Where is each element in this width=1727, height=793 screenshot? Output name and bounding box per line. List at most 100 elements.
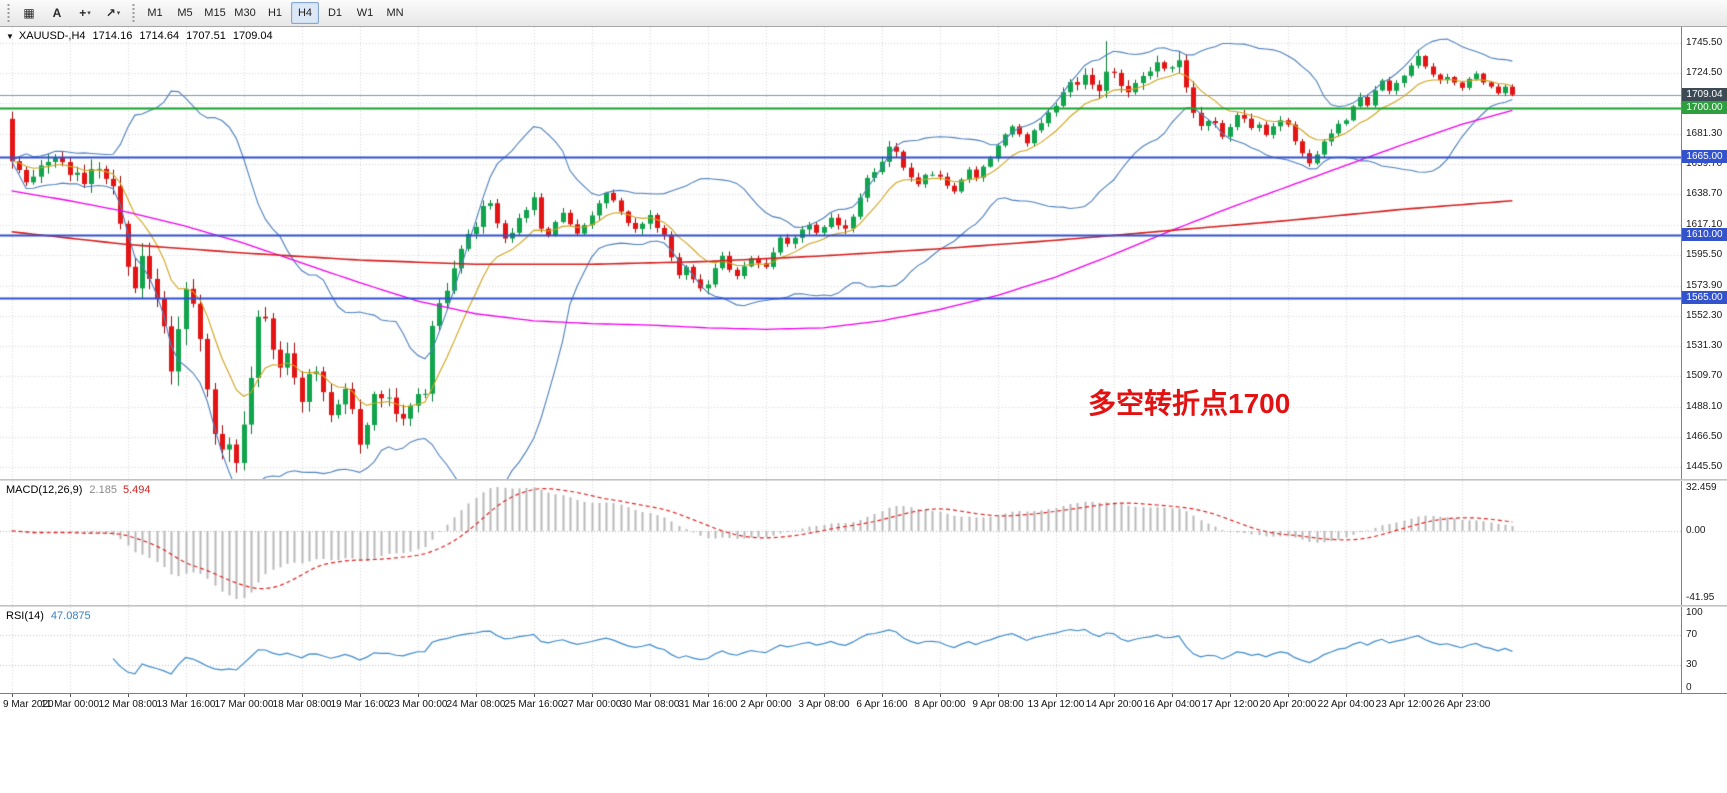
timeframe-button-m15[interactable]: M15 bbox=[204, 7, 226, 19]
main-chart-canvas[interactable] bbox=[0, 27, 1682, 479]
price-tick-label: 1595.50 bbox=[1686, 249, 1723, 261]
text-label-tool-button[interactable]: A bbox=[52, 6, 62, 20]
time-axis-label: 18 Mar 08:00 bbox=[272, 699, 332, 710]
macd-scale[interactable]: 32.459 0.00 -41.95 bbox=[1681, 481, 1727, 605]
time-axis[interactable]: 9 Mar 2020 11 Mar 00:00 12 Mar 08:00 13 Mar… bbox=[0, 693, 1727, 715]
crosshair-tool-button[interactable]: + ▾ bbox=[79, 6, 91, 20]
splitter-macd-rsi[interactable] bbox=[0, 605, 1727, 607]
time-axis-label: 3 Apr 08:00 bbox=[798, 699, 850, 710]
time-tick bbox=[128, 694, 129, 697]
macd-axis-label: -41.95 bbox=[1686, 592, 1715, 603]
time-tick bbox=[360, 694, 361, 697]
time-tick bbox=[70, 694, 71, 697]
price-scale[interactable]: 1745.501724.501703.401681.301659.701638.… bbox=[1681, 27, 1727, 479]
time-axis-label: 27 Mar 00:00 bbox=[562, 699, 622, 710]
timeframe-button-m5[interactable]: M5 bbox=[177, 7, 193, 19]
price-tick-label: 1445.50 bbox=[1686, 460, 1723, 472]
time-tick bbox=[418, 694, 419, 697]
macd-title: MACD(12,26,9) 2.185 5.494 bbox=[6, 484, 150, 496]
timeframes-group: M1 M5 M15 M30 H1 H4 D1 W1 MN bbox=[140, 2, 410, 24]
macd-panel: 32.459 0.00 -41.95 MACD(12,26,9) 2.185 5.494 bbox=[0, 481, 1727, 605]
price-tick-label: 1466.50 bbox=[1686, 431, 1723, 443]
level-1610-badge: 1610.00 bbox=[1682, 227, 1727, 241]
chart-annotation: 多空转折点1700 bbox=[1088, 388, 1291, 419]
price-tick-label: 1509.70 bbox=[1686, 370, 1723, 382]
time-axis-label: 23 Apr 12:00 bbox=[1375, 699, 1433, 710]
price-tick-label: 1488.10 bbox=[1686, 400, 1723, 412]
time-tick bbox=[824, 694, 825, 697]
time-axis-label: 24 Mar 08:00 bbox=[446, 699, 506, 710]
timeframe-button-mn[interactable]: MN bbox=[386, 7, 404, 19]
time-axis-label: 17 Mar 00:00 bbox=[214, 699, 274, 710]
open-value: 1714.16 bbox=[92, 30, 133, 42]
chart-window-button[interactable]: ▦ bbox=[23, 6, 35, 20]
time-tick bbox=[592, 694, 593, 697]
rsi-canvas[interactable] bbox=[0, 607, 1682, 693]
trendline-tool-button[interactable]: ↗ ▾ bbox=[105, 6, 121, 20]
level-1565-badge: 1565.00 bbox=[1682, 291, 1727, 305]
toolbar-grip-2[interactable] bbox=[131, 4, 136, 22]
macd-canvas[interactable] bbox=[0, 481, 1682, 605]
level-1665-badge: 1665.00 bbox=[1682, 149, 1727, 163]
macd-label: MACD(12,26,9) bbox=[6, 484, 83, 496]
time-tick bbox=[882, 694, 883, 697]
time-tick bbox=[1346, 694, 1347, 697]
time-axis-label: 14 Apr 20:00 bbox=[1085, 699, 1143, 710]
time-axis-label: 6 Apr 16:00 bbox=[856, 699, 908, 710]
price-tick-label: 1659.70 bbox=[1686, 158, 1723, 170]
top-toolbar: ▦ A + ▾ ↗ ▾ M1 M5 M15 M30 H1 H4 D1 W1 MN bbox=[0, 0, 1727, 27]
chart-ohlc-title: ▼ XAUUSD-,H4 1714.16 1714.64 1707.51 1709.04 bbox=[6, 30, 273, 42]
rsi-axis-label: 0 bbox=[1686, 682, 1692, 693]
quote-panel-toggle-icon[interactable]: ▼ bbox=[6, 32, 14, 41]
timeframe-button-d1[interactable]: D1 bbox=[327, 7, 343, 19]
time-tick bbox=[1172, 694, 1173, 697]
time-tick bbox=[1230, 694, 1231, 697]
time-axis-label: 13 Mar 16:00 bbox=[156, 699, 216, 710]
bid-price-badge: 1709.04 bbox=[1682, 87, 1727, 101]
macd-axis-label: 0.00 bbox=[1686, 524, 1706, 536]
price-tick-label: 1573.90 bbox=[1686, 279, 1723, 291]
timeframe-button-h4[interactable]: H4 bbox=[291, 2, 319, 24]
close-value: 1709.04 bbox=[232, 30, 273, 42]
price-tick-label: 1724.50 bbox=[1686, 66, 1723, 78]
timeframe-button-h1[interactable]: H1 bbox=[267, 7, 283, 19]
macd-main-value: 2.185 bbox=[89, 484, 117, 496]
rsi-axis-label: 30 bbox=[1686, 659, 1698, 671]
macd-signal-value: 5.494 bbox=[122, 484, 151, 496]
level-1700-badge: 1700.00 bbox=[1682, 100, 1727, 114]
time-axis-label: 19 Mar 16:00 bbox=[330, 699, 390, 710]
timeframe-button-m1[interactable]: M1 bbox=[147, 7, 163, 19]
price-tick-label: 1552.30 bbox=[1686, 310, 1723, 322]
time-tick bbox=[998, 694, 999, 697]
time-tick bbox=[302, 694, 303, 697]
rsi-axis-label: 100 bbox=[1686, 607, 1703, 618]
time-tick bbox=[476, 694, 477, 697]
time-axis-label: 23 Mar 00:00 bbox=[388, 699, 448, 710]
splitter-main-macd[interactable] bbox=[0, 479, 1727, 481]
price-tick-label: 1681.30 bbox=[1686, 127, 1723, 139]
time-tick bbox=[1114, 694, 1115, 697]
rsi-panel: 100 70 30 0 RSI(14) 47.0875 bbox=[0, 607, 1727, 693]
toolbar-grip[interactable] bbox=[6, 4, 11, 22]
rsi-label: RSI(14) bbox=[6, 610, 44, 622]
time-axis-label: 16 Apr 04:00 bbox=[1143, 699, 1201, 710]
macd-axis-label: 32.459 bbox=[1686, 482, 1717, 493]
main-chart-panel: 1745.501724.501703.401681.301659.701638.… bbox=[0, 27, 1727, 479]
time-tick bbox=[186, 694, 187, 697]
timeframe-button-w1[interactable]: W1 bbox=[356, 7, 374, 19]
drawing-tools-group: ▦ A + ▾ ↗ ▾ bbox=[15, 1, 127, 25]
symbol-label: XAUUSD-,H4 bbox=[18, 30, 86, 42]
time-tick bbox=[650, 694, 651, 697]
time-axis-label: 2 Apr 00:00 bbox=[740, 699, 792, 710]
time-tick bbox=[1056, 694, 1057, 697]
rsi-axis-label: 70 bbox=[1686, 628, 1698, 640]
timeframe-button-m30[interactable]: M30 bbox=[234, 7, 256, 19]
rsi-title: RSI(14) 47.0875 bbox=[6, 610, 91, 622]
price-tick-label: 1638.70 bbox=[1686, 188, 1723, 200]
time-tick bbox=[534, 694, 535, 697]
time-tick bbox=[708, 694, 709, 697]
bottom-margin bbox=[0, 715, 1727, 793]
time-axis-label: 31 Mar 16:00 bbox=[678, 699, 738, 710]
rsi-scale[interactable]: 100 70 30 0 bbox=[1681, 607, 1727, 693]
